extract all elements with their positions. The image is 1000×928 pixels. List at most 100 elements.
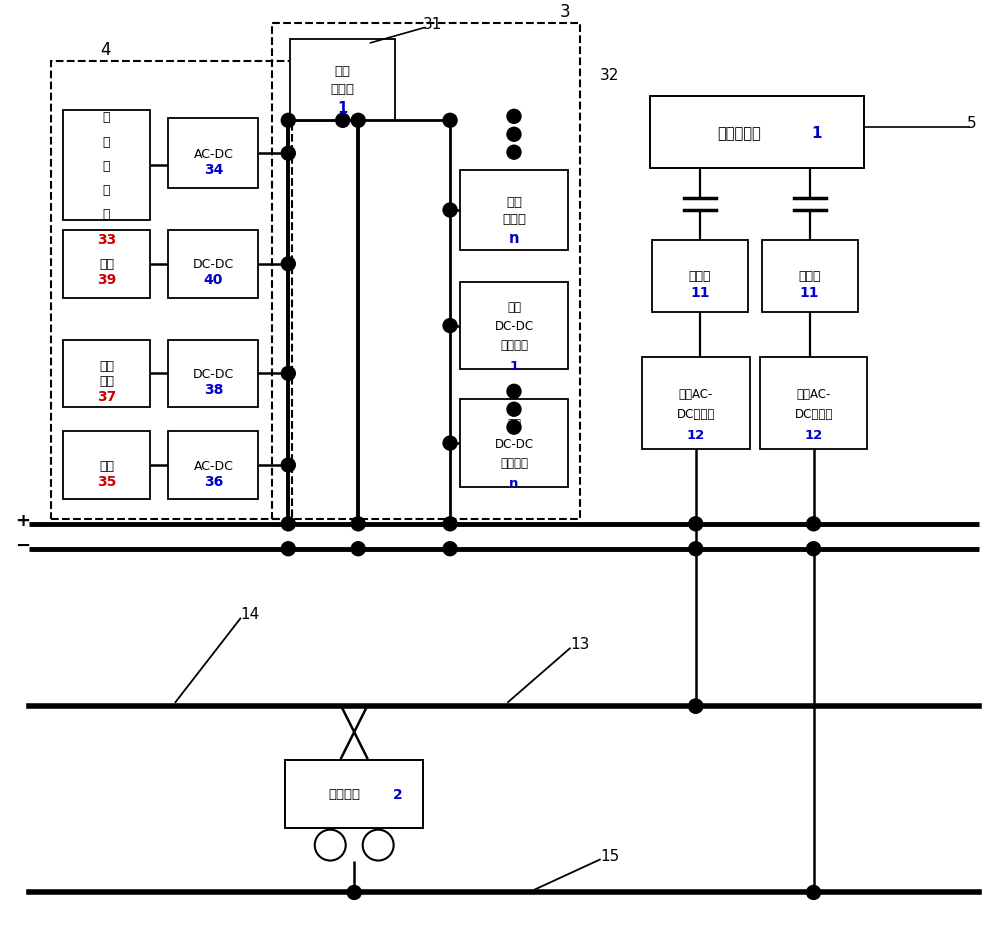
Text: 14: 14	[241, 606, 260, 622]
Text: 2: 2	[393, 787, 403, 801]
Text: AC-DC: AC-DC	[193, 148, 233, 161]
Circle shape	[347, 885, 361, 899]
Text: 变压器: 变压器	[798, 270, 821, 283]
Bar	[762, 240, 858, 312]
Circle shape	[443, 517, 457, 531]
Text: AC-DC: AC-DC	[193, 459, 233, 472]
Text: 充放电机: 充放电机	[500, 339, 528, 352]
Text: 燃: 燃	[103, 135, 110, 148]
Bar	[63, 231, 150, 298]
Text: 11: 11	[800, 286, 819, 300]
Bar	[168, 119, 258, 189]
Bar	[63, 432, 150, 499]
Circle shape	[689, 517, 703, 531]
Circle shape	[281, 147, 295, 161]
Circle shape	[351, 517, 365, 531]
Text: 36: 36	[204, 474, 223, 488]
Bar	[642, 358, 750, 449]
Circle shape	[315, 830, 346, 860]
Bar	[168, 341, 258, 407]
Text: 微电网: 微电网	[502, 213, 526, 226]
Circle shape	[363, 830, 394, 860]
Circle shape	[507, 128, 521, 142]
Text: DC变换器: DC变换器	[794, 407, 833, 420]
Circle shape	[507, 146, 521, 160]
Text: −: −	[15, 536, 30, 554]
Text: n: n	[509, 230, 519, 245]
Circle shape	[807, 542, 821, 556]
Circle shape	[507, 110, 521, 124]
Text: 双向AC-: 双向AC-	[796, 387, 831, 400]
Circle shape	[443, 542, 457, 556]
Circle shape	[689, 542, 703, 556]
Text: DC-DC: DC-DC	[193, 367, 234, 380]
Text: DC-DC: DC-DC	[494, 437, 534, 450]
Circle shape	[443, 114, 457, 128]
Circle shape	[807, 517, 821, 531]
Circle shape	[351, 542, 365, 556]
Text: 双向: 双向	[507, 301, 521, 314]
Text: 双向: 双向	[507, 418, 521, 431]
Bar	[285, 760, 423, 828]
Text: 微电网: 微电网	[331, 83, 355, 96]
Text: DC-DC: DC-DC	[494, 320, 534, 333]
Bar	[168, 432, 258, 499]
Circle shape	[443, 437, 457, 451]
Text: 15: 15	[600, 848, 619, 863]
Text: 37: 37	[97, 390, 116, 404]
Text: 32: 32	[600, 68, 620, 83]
Bar	[460, 171, 568, 251]
Text: 11: 11	[690, 286, 709, 300]
Text: DC变换器: DC变换器	[677, 407, 715, 420]
Text: 33: 33	[97, 232, 116, 247]
Circle shape	[507, 420, 521, 434]
Bar	[760, 358, 867, 449]
Circle shape	[336, 114, 350, 128]
Text: 39: 39	[97, 273, 116, 287]
Circle shape	[689, 700, 703, 714]
Bar	[63, 341, 150, 407]
Circle shape	[507, 403, 521, 417]
Circle shape	[281, 114, 295, 128]
Text: 31: 31	[423, 17, 442, 32]
Text: 直流: 直流	[506, 196, 522, 209]
Text: 气: 气	[103, 160, 110, 173]
Text: 12: 12	[804, 429, 823, 442]
Text: 变压器: 变压器	[688, 270, 711, 283]
Text: 34: 34	[204, 163, 223, 177]
Circle shape	[443, 204, 457, 218]
Bar	[460, 400, 568, 487]
Bar	[650, 97, 864, 169]
Bar	[460, 282, 568, 370]
Text: +: +	[15, 511, 30, 529]
Bar	[168, 231, 258, 298]
Text: 40: 40	[204, 273, 223, 287]
Text: n: n	[509, 477, 519, 490]
Bar	[290, 40, 395, 122]
Circle shape	[443, 319, 457, 333]
Circle shape	[807, 885, 821, 899]
Text: 双向AC-: 双向AC-	[679, 387, 713, 400]
Circle shape	[281, 258, 295, 272]
Circle shape	[281, 542, 295, 556]
Text: 充放电机: 充放电机	[500, 457, 528, 470]
Text: 光伏: 光伏	[99, 258, 114, 271]
Circle shape	[507, 385, 521, 399]
Bar	[63, 111, 150, 221]
Circle shape	[689, 700, 703, 714]
Circle shape	[281, 517, 295, 531]
Bar	[272, 23, 580, 520]
Text: DC-DC: DC-DC	[193, 258, 234, 271]
Text: 微: 微	[103, 111, 110, 124]
Text: 机: 机	[103, 208, 110, 221]
Bar	[652, 240, 748, 312]
Text: 电池: 电池	[99, 375, 114, 388]
Text: 38: 38	[204, 382, 223, 396]
Text: 5: 5	[967, 116, 976, 131]
Text: 4: 4	[100, 41, 111, 58]
Text: 3: 3	[560, 3, 570, 20]
Circle shape	[351, 114, 365, 128]
Text: 13: 13	[570, 637, 590, 651]
Text: 12: 12	[687, 429, 705, 442]
Bar	[51, 61, 292, 520]
